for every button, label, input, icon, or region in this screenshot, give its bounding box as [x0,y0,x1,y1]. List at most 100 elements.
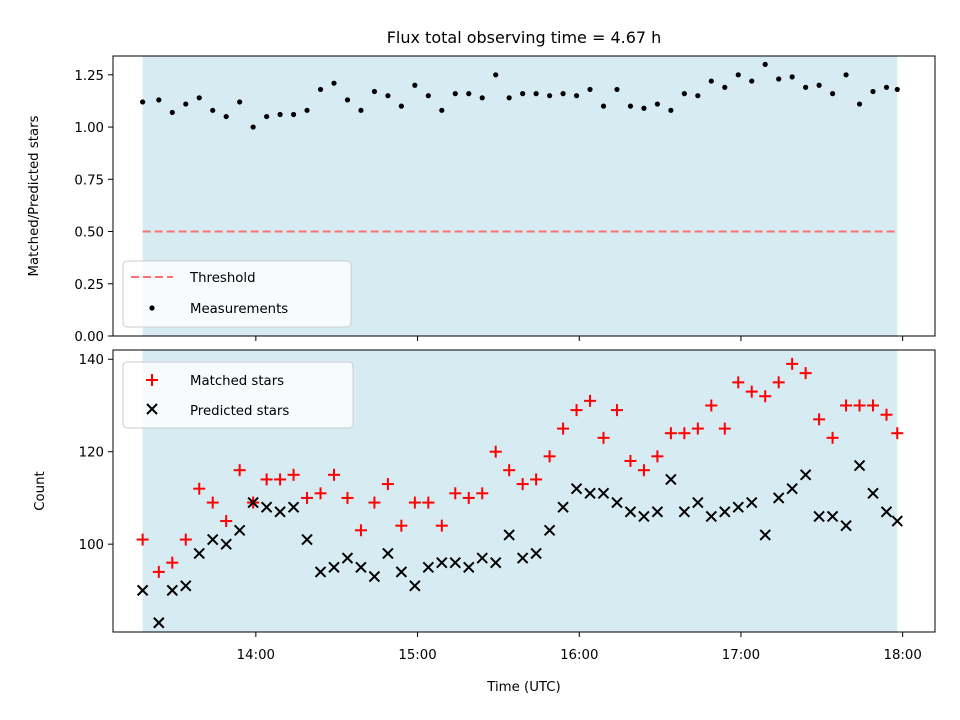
predicted-star-stroke [260,501,273,513]
predicted-star-stroke [786,482,798,495]
count-y-ticks: 100 120 140 [79,353,113,553]
predicted-star-point [476,552,488,564]
matched-star-point [435,519,448,532]
matched-star-point [718,422,731,435]
predicted-star-point [153,617,165,629]
count-legend-box [122,361,354,429]
predicted-star-point [260,501,273,513]
ratio-legend: Threshold Measurements [122,260,352,328]
measurement-point [358,107,364,113]
ratio-x-ticks [255,336,904,341]
predicted-star-stroke [314,566,327,578]
ratio-legend-box [122,260,352,328]
predicted-star-point [840,519,852,532]
matched-star-point [826,431,839,444]
matched-star-point [368,496,381,509]
predicted-star-stroke [233,524,246,537]
measurement-points [140,61,900,130]
matched-star-point [597,431,610,444]
measurement-point [870,88,876,95]
measurement-point [264,113,270,120]
count-y-tick-label: 100 [79,538,104,553]
matched-star-point [166,556,179,569]
measurement-point [385,93,391,99]
predicted-star-stroke [530,547,542,560]
predicted-star-stroke [220,538,232,550]
predicted-star-point [813,510,825,523]
measurement-point [749,78,755,84]
predicted-star-point [180,580,192,592]
predicted-star-stroke [678,506,691,518]
measurement-point [735,72,741,78]
measurement-point [883,84,890,90]
measurement-point [547,93,553,99]
predicted-star-stroke [597,487,610,500]
predicted-star-stroke [813,510,825,523]
measurement-point [479,95,485,101]
matched-legend-swatch [146,374,158,386]
predicted-star-point [543,524,556,537]
predicted-star-stroke [840,519,852,532]
predicted-star-stroke [274,506,286,518]
predicted-star-stroke [651,506,664,518]
predicted-star-point [287,501,300,513]
matched-star-point [193,482,206,495]
measurement-point [843,72,849,78]
count-panel: 100 120 140 14:00 15:00 16:00 17:00 18:00 Coun… [33,349,936,663]
matched-star-point [624,454,637,467]
predicted-star-stroke [409,580,421,592]
matched-star-point [664,427,677,440]
measurement-point [520,91,526,97]
predicted-star-point [611,496,623,509]
matched-star-point [381,478,394,491]
predicted-star-point [193,547,205,560]
measurement-point [654,101,661,107]
matched-star-point [341,491,354,504]
predicted-star-point [772,492,785,504]
measurement-point [331,80,337,86]
matched-star-point [206,496,219,509]
predicted-star-stroke [826,510,839,523]
matched-star-point [853,399,866,412]
predicted-star-point [570,482,583,495]
predicted-star-stroke [382,547,394,560]
measurement-point [156,97,162,103]
predicted-star-stroke [705,510,718,523]
matched-star-point [584,394,597,407]
matched-star-point [489,445,502,458]
predicted-star-stroke [476,552,488,564]
predicted-star-point [220,538,232,550]
predicted-star-point [516,552,529,564]
measurement-point [533,91,539,97]
predicted-star-point [651,506,664,518]
measurement-point [789,74,795,80]
measurement-point [223,113,229,120]
count-y-axis-label: Count [33,471,48,511]
predicted-star-stroke [891,515,903,527]
measurement-point [277,111,283,118]
matched-star-point [691,422,704,435]
predicted-stars-points [136,459,903,629]
predicted-star-stroke [489,556,502,569]
predicted-star-point [207,533,219,546]
predicted-star-point [867,487,879,500]
predicted-star-point [638,510,650,523]
matched-star-point [476,487,489,500]
predicted-star-stroke [247,496,259,509]
measurements-legend-label: Measurements [190,302,288,317]
predicted-star-stroke [611,496,623,509]
matched-star-point [395,519,408,532]
predicted-star-stroke [136,584,149,597]
matched-star-point [705,399,718,412]
measurement-point [196,95,202,101]
matched-star-point [759,390,772,403]
count-axes-frame [112,349,936,633]
measurement-point [183,101,189,107]
predicted-star-point [584,487,596,500]
count-y-tick-label: 140 [79,353,104,368]
predicted-star-stroke [759,529,771,541]
predicted-star-point [301,533,313,546]
matched-star-point [880,408,893,421]
ratio-panel: 0.00 0.25 0.50 0.75 1.00 1.25 Matched/Predict… [27,55,936,345]
